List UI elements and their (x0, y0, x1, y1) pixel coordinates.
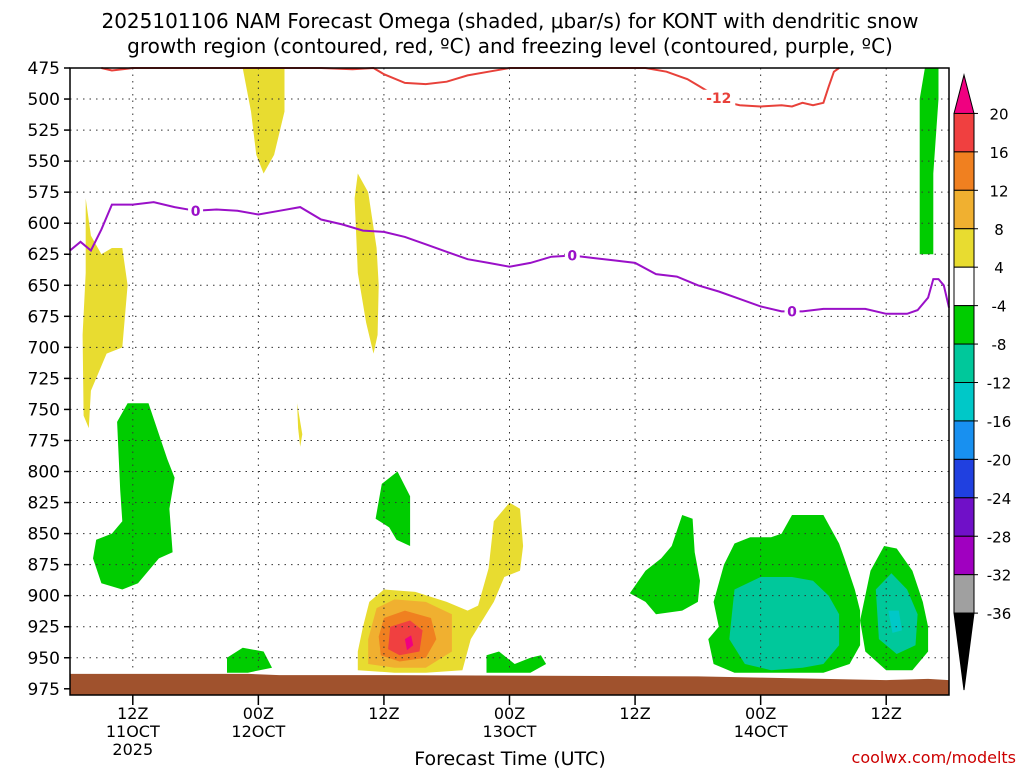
x-tick-label: 00Z (494, 704, 525, 723)
colorbar-bin (953, 420, 975, 460)
y-tick-label: 975 (28, 680, 60, 700)
y-tick-label: 875 (28, 556, 60, 576)
colorbar-bin (953, 612, 975, 691)
colorbar-bin (953, 574, 975, 614)
freezing-level-label: 0 (191, 204, 201, 220)
omega-region-green (93, 403, 175, 590)
omega-region-green (375, 471, 411, 546)
y-tick-label: 650 (28, 276, 60, 296)
x-tick-date: 11OCT (106, 722, 160, 741)
colorbar-bin (953, 343, 975, 383)
axes: 475 500 525 550 575 600 625 650 675 700 725 750 775 8… (28, 59, 902, 759)
title-line-1: 2025101106 NAM Forecast Omega (shaded, μ… (101, 9, 918, 33)
freezing-level-label-bg (564, 247, 580, 264)
omega-region-green (629, 515, 700, 615)
colorbar: 20 16 12 8 4 -4 -8 -12 -16 -20 -24 -28 -32 -36 (953, 73, 1012, 691)
omega-region-green (486, 651, 547, 673)
x-tick-date: 12OCT (231, 722, 285, 741)
x-tick-label: 00Z (745, 704, 776, 723)
colorbar-label: -16 (987, 413, 1012, 431)
omega-region-teal (729, 577, 840, 671)
freezing-level-label-bg (784, 303, 800, 320)
x-tick-label: 12Z (619, 704, 650, 723)
colorbar-label: -20 (987, 451, 1012, 469)
y-tick-label: 925 (28, 618, 60, 638)
colorbar-label: -8 (992, 336, 1007, 354)
y-tick-label: 550 (28, 152, 60, 172)
omega-region-yellow (242, 68, 285, 174)
colorbar-bin (953, 189, 975, 230)
y-tick-label: 900 (28, 587, 60, 607)
colorbar-label: -32 (987, 567, 1012, 585)
colorbar-label: 8 (994, 221, 1004, 239)
colorbar-label: 20 (989, 105, 1008, 123)
snow-growth-label-bg (702, 89, 736, 106)
omega-region-red (388, 620, 423, 656)
title-line-2: growth region (contoured, red, ºC) and f… (127, 34, 893, 58)
colorbar-label: -36 (987, 605, 1012, 623)
snow-growth-line (101, 66, 840, 108)
colorbar-label: 4 (994, 259, 1004, 277)
x-axis-title: Forecast Time (UTC) (414, 748, 605, 768)
ground-fill (70, 673, 949, 695)
colorbar-label: -4 (992, 298, 1007, 316)
colorbar-label: -28 (987, 528, 1012, 546)
y-tick-label: 750 (28, 400, 60, 420)
freezing-level-label: 0 (567, 248, 577, 264)
y-tick-label: 775 (28, 431, 60, 451)
colorbar-bin (953, 305, 975, 345)
colorbar-bin (953, 228, 975, 268)
x-tick-label: 00Z (243, 704, 274, 723)
y-tick-label: 675 (28, 307, 60, 327)
y-tick-label: 950 (28, 649, 60, 669)
omega-region-magenta (404, 635, 414, 651)
y-tick-label: 725 (28, 369, 60, 389)
y-tick-label: 600 (28, 214, 60, 234)
colorbar-label: 12 (989, 182, 1008, 200)
x-tick-date: 13OCT (483, 722, 537, 741)
omega-region-yellow (297, 403, 303, 447)
x-tick-label: 12Z (368, 704, 399, 723)
omega-region-yellow (354, 173, 379, 354)
y-tick-label: 575 (28, 183, 60, 203)
x-tick-year: 2025 (112, 740, 153, 759)
colorbar-bin (953, 151, 975, 191)
y-tick-label: 475 (28, 59, 60, 79)
colorbar-label: -24 (987, 490, 1012, 508)
omega-region-yellow (82, 198, 128, 429)
x-tick-date: 14OCT (734, 722, 788, 741)
chart-title: 2025101106 NAM Forecast Omega (shaded, μ… (101, 9, 918, 58)
colorbar-bin (953, 266, 975, 307)
freezing-level-label: 0 (787, 304, 797, 320)
y-tick-label: 500 (28, 90, 60, 110)
colorbar-bin (953, 535, 975, 576)
freezing-level-label-bg (188, 202, 204, 219)
omega-region-green (227, 647, 272, 673)
snow-growth-label: -12 (706, 91, 731, 107)
y-tick-label: 525 (28, 121, 60, 141)
contours: 0 0 0 -12 (69, 66, 950, 320)
omega-region-cyan (888, 610, 902, 633)
y-tick-label: 825 (28, 494, 60, 514)
colorbar-bin (953, 382, 975, 422)
y-tick-label: 850 (28, 525, 60, 545)
colorbar-label: 16 (989, 144, 1008, 162)
omega-shading (82, 68, 939, 673)
grid (70, 68, 949, 671)
colorbar-bin (953, 112, 975, 153)
ground-surface (70, 673, 949, 695)
x-tick-label: 12Z (871, 704, 902, 723)
y-tick-label: 625 (28, 245, 60, 265)
x-tick-label: 12Z (117, 704, 148, 723)
colorbar-bin (953, 497, 975, 537)
colorbar-bin (953, 458, 975, 499)
y-tick-label: 800 (28, 463, 60, 483)
y-tick-label: 700 (28, 338, 60, 358)
colorbar-bin (953, 73, 975, 114)
colorbar-label: -12 (987, 375, 1012, 393)
credit-text: coolwx.com/modelts (852, 748, 1016, 767)
